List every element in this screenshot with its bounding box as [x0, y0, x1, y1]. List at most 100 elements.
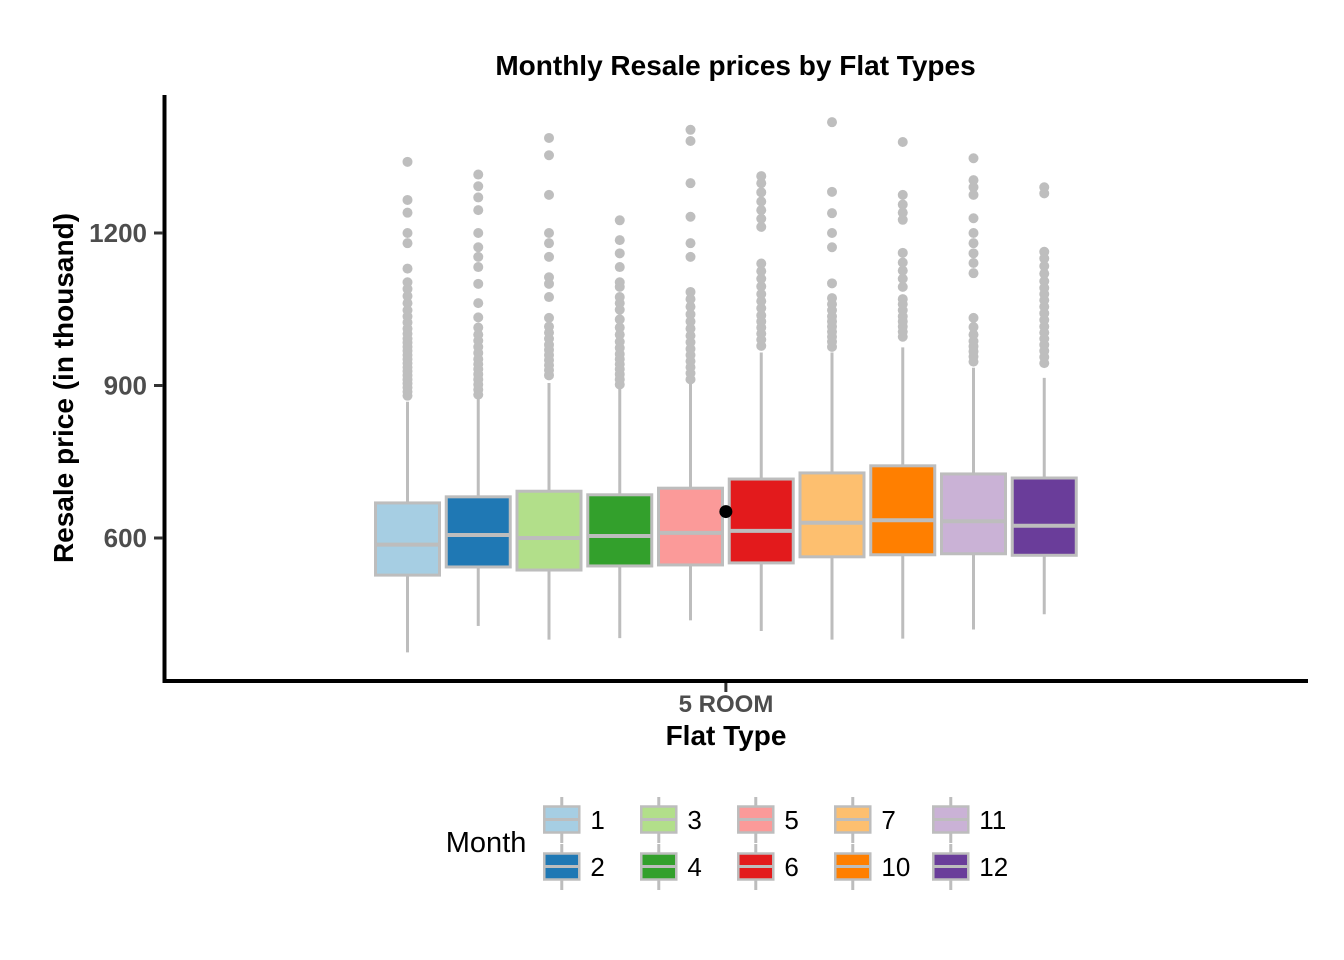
- boxplot-month-10: [869, 137, 937, 639]
- x-axis-title: Flat Type: [665, 720, 787, 751]
- annotation-point: [719, 505, 733, 519]
- boxplot-month-6: [727, 171, 795, 632]
- legend-label: 5: [784, 804, 799, 835]
- outlier-point: [473, 298, 484, 309]
- outlier-point: [968, 268, 979, 279]
- outlier-point: [402, 305, 413, 316]
- outlier-point: [402, 298, 413, 309]
- legend-item-month-10: 10: [832, 844, 910, 890]
- outlier-point: [685, 323, 696, 334]
- legend-key-boxplot-icon: [833, 844, 872, 890]
- outlier-point: [897, 207, 908, 218]
- legend-key-boxplot-icon: [542, 844, 581, 890]
- outlier-point: [897, 294, 908, 305]
- outlier-point: [685, 251, 696, 262]
- outlier-point: [827, 228, 837, 238]
- outlier-point: [1039, 276, 1050, 287]
- outlier-point: [544, 312, 554, 323]
- outlier-point: [614, 277, 625, 288]
- outlier-point: [473, 312, 484, 323]
- outlier-point: [897, 214, 908, 225]
- legend-item-month-1: 1: [541, 797, 618, 843]
- legend-key-boxplot-icon: [542, 797, 581, 843]
- legend-item-month-3: 3: [638, 797, 715, 843]
- legend-title: Month: [445, 827, 527, 859]
- legend-label: 12: [979, 851, 1009, 882]
- outlier-point: [756, 213, 767, 224]
- outlier-point: [756, 178, 767, 189]
- y-tick-label-600: 600: [104, 523, 147, 553]
- outlier-point: [402, 263, 413, 274]
- outlier-point: [685, 301, 696, 312]
- outlier-point: [402, 194, 413, 205]
- outlier-point: [827, 278, 837, 289]
- outlier-point: [1039, 261, 1050, 272]
- outlier-point: [897, 281, 908, 292]
- outlier-point: [614, 292, 625, 303]
- outlier-point: [756, 310, 767, 321]
- outlier-point: [544, 228, 554, 238]
- outlier-point: [473, 251, 484, 262]
- outlier-point: [756, 281, 767, 292]
- boxplot-month-7: [798, 117, 866, 640]
- outlier-point: [827, 293, 837, 304]
- outlier-point: [827, 117, 837, 128]
- outlier-point: [827, 242, 837, 253]
- outlier-point: [473, 262, 484, 273]
- boxplot-month-11: [940, 153, 1007, 630]
- outlier-point: [402, 207, 413, 218]
- outlier-point: [544, 150, 554, 161]
- outlier-point: [756, 289, 767, 299]
- outlier-point: [685, 178, 696, 189]
- outlier-point: [897, 137, 908, 148]
- outlier-point: [1039, 268, 1050, 279]
- outlier-point: [685, 238, 696, 249]
- y-tick-label-1200: 1200: [89, 218, 147, 248]
- outlier-point: [756, 296, 767, 307]
- outlier-point: [544, 292, 554, 303]
- outlier-point: [473, 192, 484, 203]
- outlier-point: [897, 273, 908, 284]
- outlier-point: [756, 273, 767, 284]
- outlier-point: [685, 294, 696, 305]
- legend: Month 1 2 3 4 5 6 7 10 11 12: [446, 797, 1008, 890]
- outlier-point: [756, 266, 767, 277]
- outlier-point: [544, 189, 554, 200]
- outlier-point: [544, 321, 554, 332]
- outlier-point: [827, 186, 837, 197]
- legend-key-boxplot-icon: [736, 797, 775, 843]
- outlier-point: [685, 211, 696, 222]
- outlier-point: [756, 221, 767, 232]
- outlier-point: [402, 291, 413, 302]
- outlier-point: [756, 258, 767, 269]
- boxplot-month-4: [586, 215, 654, 639]
- outlier-point: [685, 309, 696, 320]
- outlier-point: [897, 189, 908, 200]
- outlier-point: [968, 189, 979, 200]
- legend-item-month-5: 5: [735, 797, 812, 843]
- outlier-point: [402, 156, 413, 167]
- outlier-point: [756, 187, 767, 198]
- boxplot-month-12: [1010, 182, 1078, 615]
- chart-title: Monthly Resale prices by Flat Types: [495, 50, 976, 81]
- outlier-point: [968, 248, 979, 259]
- outlier-point: [968, 153, 979, 164]
- outlier-point: [544, 238, 554, 249]
- legend-key-boxplot-icon: [931, 844, 970, 890]
- legend-column: 11 12: [930, 797, 1008, 890]
- legend-item-month-12: 12: [930, 844, 1008, 890]
- outlier-point: [614, 262, 625, 273]
- legend-label: 4: [687, 851, 702, 882]
- outlier-point: [614, 322, 625, 333]
- legend-label: 10: [881, 851, 911, 882]
- outlier-point: [897, 265, 908, 276]
- legend-key-boxplot-icon: [931, 797, 970, 843]
- legend-item-month-6: 6: [735, 844, 812, 890]
- outlier-point: [544, 132, 554, 143]
- outlier-point: [756, 205, 767, 216]
- outlier-point: [897, 199, 908, 210]
- legend-item-month-2: 2: [541, 844, 618, 890]
- legend-key-boxplot-icon: [639, 844, 678, 890]
